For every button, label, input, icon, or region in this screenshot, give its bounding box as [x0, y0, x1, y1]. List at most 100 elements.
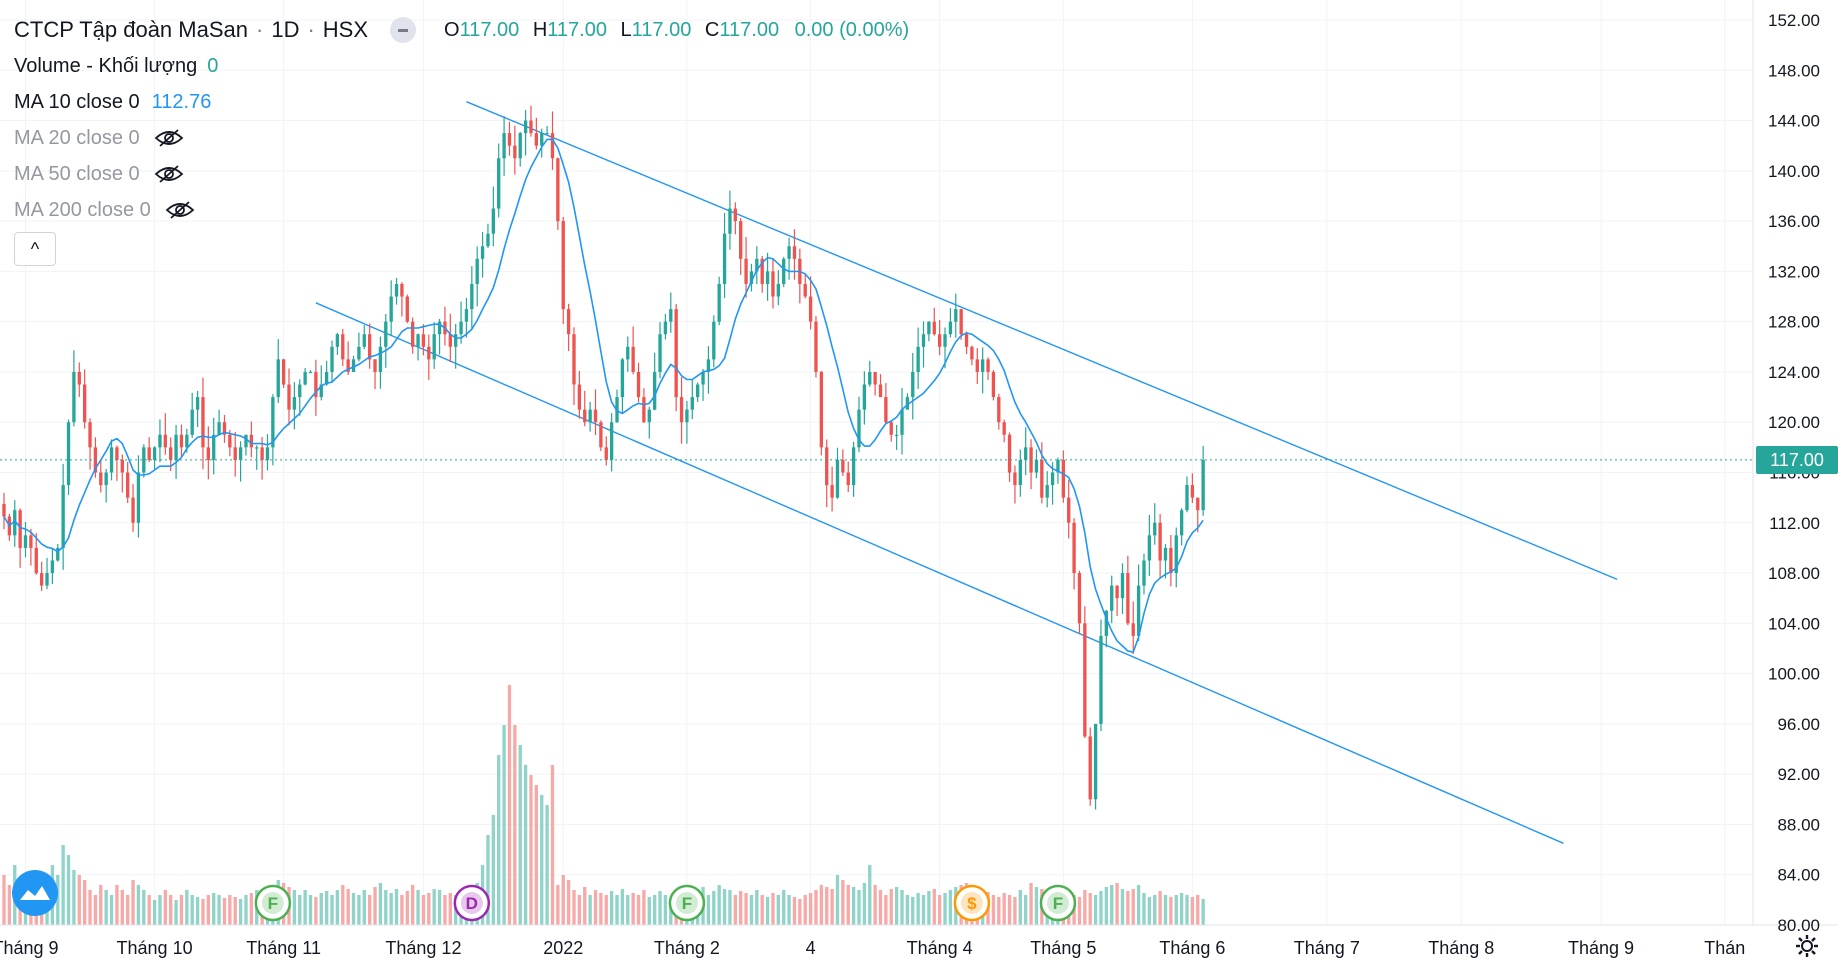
event-marker-circle	[453, 884, 491, 922]
volume-bar	[228, 895, 232, 925]
candle-body	[2, 503, 6, 517]
candle-body	[540, 133, 544, 146]
volume-bar	[642, 890, 646, 925]
volume-bar	[1126, 891, 1130, 925]
volume-label: Volume - Khối lượng	[14, 54, 198, 77]
candle-body	[45, 573, 49, 586]
y-tick-label: 80.00	[1777, 916, 1820, 935]
x-tick-label: 2022	[543, 938, 583, 958]
candle-body	[486, 233, 490, 247]
candle-body	[346, 359, 350, 372]
candle-body	[690, 397, 694, 410]
ma200-label: MA 200 close 0	[14, 198, 151, 221]
eye-off-icon[interactable]	[165, 200, 195, 220]
volume-bar	[851, 887, 856, 925]
candle-body	[158, 434, 162, 448]
volume-bar	[346, 889, 350, 925]
volume-bar	[835, 875, 840, 925]
volume-bar	[534, 785, 539, 925]
volume-bar	[126, 895, 130, 925]
interval-label[interactable]: 1D	[271, 17, 300, 42]
gear-icon[interactable]	[1794, 933, 1820, 959]
ma10-label: MA 10 close 0	[14, 90, 140, 113]
change-value: 0.00 (0.00%)	[794, 18, 910, 41]
candle-body	[1050, 472, 1055, 486]
candle-body	[1040, 459, 1044, 498]
volume-bar	[1131, 889, 1135, 925]
high-value: 117.00	[547, 18, 607, 41]
candle-body	[561, 221, 565, 310]
candle-body	[244, 434, 248, 448]
volume-bar	[1110, 885, 1114, 925]
candle-body	[792, 246, 797, 259]
volume-bar	[131, 880, 135, 925]
volume-bar	[529, 775, 533, 925]
legend-ma20-row[interactable]: MA 20 close 0	[14, 120, 909, 156]
volume-bar	[115, 885, 119, 925]
candle-body	[948, 321, 953, 335]
candle-body	[1153, 522, 1157, 536]
volume-bar	[1120, 889, 1125, 925]
volume-bar	[99, 885, 103, 925]
candle-body	[921, 334, 926, 347]
volume-bar	[1093, 895, 1098, 925]
symbol-name[interactable]: CTCP Tập đoàn MaSan	[14, 17, 248, 42]
candle-body	[195, 397, 200, 410]
candle-body	[927, 321, 931, 335]
volume-bar	[335, 890, 340, 925]
candle-body	[362, 334, 366, 347]
volume-bar	[212, 893, 216, 925]
x-tick-label: Tháng 2	[654, 938, 720, 958]
candle-body	[857, 409, 861, 448]
candle-body	[99, 472, 103, 486]
volume-bar	[765, 897, 770, 925]
candle-body	[448, 334, 452, 347]
y-tick-label: 112.00	[1769, 514, 1820, 533]
candle-body	[265, 447, 270, 460]
volume-bar	[1147, 897, 1152, 925]
eye-off-icon[interactable]	[154, 128, 184, 148]
volume-bar	[351, 893, 356, 925]
tradingview-logo-icon[interactable]	[12, 870, 58, 916]
volume-bar	[1142, 893, 1146, 925]
candle-body	[916, 346, 920, 372]
legend-volume-row[interactable]: Volume - Khối lượng 0	[14, 48, 909, 84]
volume-bar	[152, 900, 157, 925]
minus-circle-icon[interactable]	[390, 17, 417, 43]
candle-body	[29, 535, 33, 548]
eye-off-icon[interactable]	[154, 164, 184, 184]
candle-body	[513, 145, 517, 159]
legend-ma200-row[interactable]: MA 200 close 0	[14, 192, 909, 228]
candle-body	[1013, 472, 1017, 486]
candle-body	[459, 321, 463, 335]
volume-bar	[830, 889, 834, 925]
candle-body	[803, 283, 807, 297]
volume-bar	[561, 875, 565, 925]
candle-body	[222, 422, 227, 435]
legend-collapse-button[interactable]: ^	[14, 232, 56, 266]
candle-body	[609, 422, 614, 460]
ma10-line	[3, 138, 1204, 654]
volume-bar	[1024, 895, 1028, 925]
low-label: L	[620, 18, 632, 41]
y-tick-label: 100.00	[1768, 665, 1820, 684]
volume-bar	[437, 890, 442, 925]
legend-ma50-row[interactable]: MA 50 close 0	[14, 156, 909, 192]
candle-body	[120, 459, 124, 473]
candle-body	[497, 158, 501, 209]
volume-bar	[357, 895, 361, 925]
candle-body	[367, 334, 372, 360]
legend-ma10-row[interactable]: MA 10 close 0 112.76	[14, 84, 909, 120]
candle-body	[341, 334, 345, 360]
candle-body	[1190, 485, 1195, 498]
volume-bar	[427, 893, 431, 925]
volume-bar	[308, 895, 313, 925]
volume-bar	[373, 887, 377, 925]
y-tick-label: 96.00	[1777, 715, 1820, 734]
candle-body	[900, 409, 904, 435]
volume-bar	[669, 900, 673, 925]
y-tick-label: 120.00	[1768, 413, 1820, 432]
candle-body	[1083, 623, 1087, 737]
